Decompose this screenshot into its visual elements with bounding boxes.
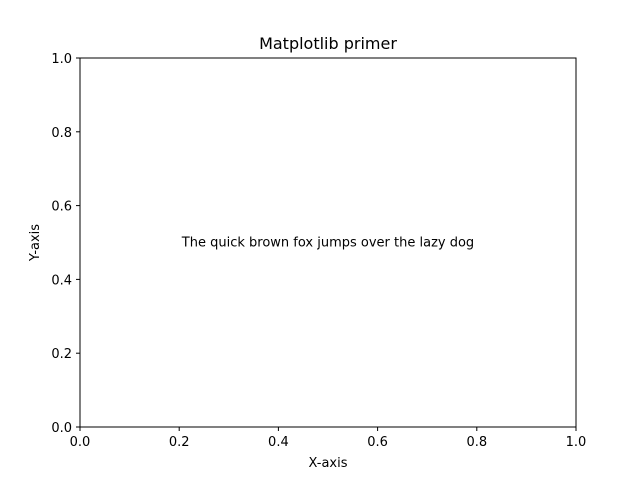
y-tick-label: 0.2 <box>51 347 72 362</box>
y-tick-label: 0.0 <box>51 421 72 436</box>
x-axis-label: X-axis <box>309 456 348 471</box>
plot-area <box>79 57 577 428</box>
x-tick-label: 0.8 <box>466 435 487 450</box>
chart-title: Matplotlib primer <box>259 34 397 53</box>
y-tick-label: 0.6 <box>51 200 72 215</box>
y-axis-ticks: 0.0 0.2 0.4 0.6 0.8 1.0 <box>51 52 80 436</box>
chart-annotations: The quick brown fox jumps over the lazy … <box>181 236 474 251</box>
x-tick-label: 0.2 <box>169 435 190 450</box>
x-tick-label: 0.0 <box>70 435 91 450</box>
y-tick-label: 0.4 <box>51 273 72 288</box>
y-axis-label: Y-axis <box>28 224 43 262</box>
x-tick-label: 0.6 <box>367 435 388 450</box>
x-tick-label: 0.4 <box>268 435 289 450</box>
x-tick-label: 1.0 <box>566 435 587 450</box>
annotation-text: The quick brown fox jumps over the lazy … <box>181 236 474 251</box>
y-tick-label: 0.8 <box>51 126 72 141</box>
y-tick-label: 1.0 <box>51 52 72 67</box>
x-axis-ticks: 0.0 0.2 0.4 0.6 0.8 1.0 <box>70 427 587 450</box>
